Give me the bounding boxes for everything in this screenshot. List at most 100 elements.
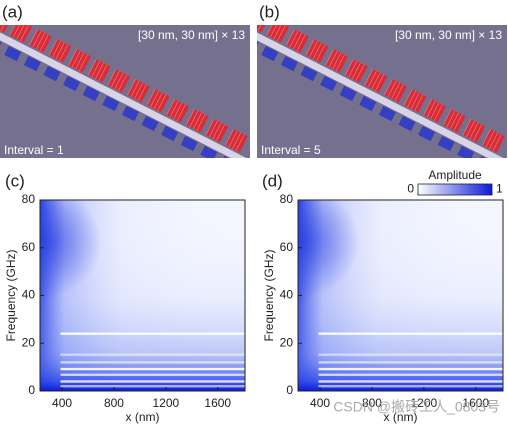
wave-line [39, 34, 49, 51]
blue-block [63, 75, 81, 92]
annotation: [30 nm, 30 nm] × 13 [138, 28, 245, 42]
wave-line [216, 124, 225, 141]
wave-line [266, 25, 276, 36]
blue-block [457, 145, 475, 158]
wave-line [328, 50, 338, 68]
mode-band [60, 373, 245, 376]
simulation-image [247, 9, 507, 158]
heatmap-bottom [40, 200, 245, 391]
wave-line [293, 32, 302, 49]
stripe [257, 25, 507, 158]
mode-band [318, 385, 503, 388]
wave-line [228, 130, 238, 148]
red-block [257, 25, 270, 33]
panel-label: (b) [259, 2, 280, 21]
x-tick-label: 1600 [204, 396, 231, 410]
wave-line [312, 42, 322, 59]
wave-line [127, 78, 136, 96]
wave-line [270, 25, 279, 38]
wave-line [185, 108, 195, 126]
y-axis-label: Frequency (GHz) [4, 249, 18, 341]
wave-line [232, 132, 241, 149]
wave-line [9, 25, 19, 36]
x-axis-label: x (nm) [126, 410, 160, 424]
y-tick-label: 80 [280, 192, 294, 206]
mode-band [318, 332, 503, 335]
wave-line [209, 120, 218, 138]
wave-line [98, 64, 108, 81]
wave-line [462, 118, 472, 136]
wave-line [91, 60, 101, 78]
mode-band [60, 385, 245, 388]
wave-line [130, 80, 140, 98]
wave-line [450, 112, 459, 129]
wave-line [205, 118, 215, 136]
wave-line [95, 62, 104, 79]
x-tick-label: 400 [310, 396, 330, 410]
blue-block [280, 55, 298, 72]
wave-line [212, 122, 222, 139]
blue-block [121, 105, 139, 122]
x-axis-label: x (nm) [384, 410, 418, 424]
wave-line [355, 64, 365, 81]
red-block [0, 25, 13, 33]
blue-block [180, 135, 198, 152]
blue-block [23, 55, 41, 72]
wave-line [247, 9, 255, 25]
wave-line [114, 72, 124, 89]
wave-line [469, 122, 479, 139]
wave-line [79, 54, 88, 71]
wave-line [375, 74, 384, 91]
wave-line [225, 128, 234, 146]
caption: Interval = 1 [4, 143, 64, 157]
wave-line [384, 78, 393, 96]
mode-band [318, 367, 503, 371]
wave-line [16, 25, 26, 39]
wave-line [71, 50, 81, 68]
watermark: CSDN @搬砖工人_0803号 [333, 399, 500, 415]
y-tick-label: 20 [280, 335, 294, 349]
colorbar-tick-label: 1 [496, 182, 503, 196]
wave-line [150, 90, 160, 108]
wave-line [137, 84, 147, 101]
wave-line [75, 52, 85, 69]
wave-line [482, 128, 491, 146]
mode-band [60, 361, 245, 364]
wave-line [32, 30, 42, 48]
wave-line [430, 102, 440, 119]
y-tick-label: 60 [280, 240, 294, 254]
mode-band [318, 373, 503, 376]
panel-label: (c) [5, 171, 25, 190]
mode-band [60, 332, 245, 335]
wave-line [492, 134, 502, 151]
y-tick-label: 60 [22, 240, 36, 254]
y-tick-label: 40 [22, 288, 36, 302]
x-tick-label: 1200 [153, 396, 180, 410]
wave-line [68, 49, 78, 66]
blue-block [161, 125, 179, 142]
wave-line [403, 88, 413, 106]
mode-band [318, 353, 503, 356]
wave-line [423, 98, 433, 116]
wave-line [52, 40, 61, 58]
wave-line [442, 108, 452, 126]
mode-band [318, 380, 503, 383]
panel-label: (d) [262, 171, 283, 190]
wave-line [48, 39, 58, 56]
y-tick-label: 0 [28, 383, 35, 397]
blue-block [200, 145, 218, 158]
wave-line [410, 92, 420, 109]
x-tick-label: 800 [104, 396, 124, 410]
wave-line [286, 29, 295, 46]
wave-line [153, 92, 163, 109]
wave-line [489, 132, 498, 149]
wave-line [446, 110, 456, 128]
wave-line [273, 25, 283, 39]
blue-block [437, 135, 455, 152]
blue-block [102, 95, 120, 112]
blue-block [300, 65, 318, 82]
wave-line [387, 80, 397, 98]
y-axis-label: Frequency (GHz) [262, 249, 276, 341]
wave-line [87, 59, 97, 76]
